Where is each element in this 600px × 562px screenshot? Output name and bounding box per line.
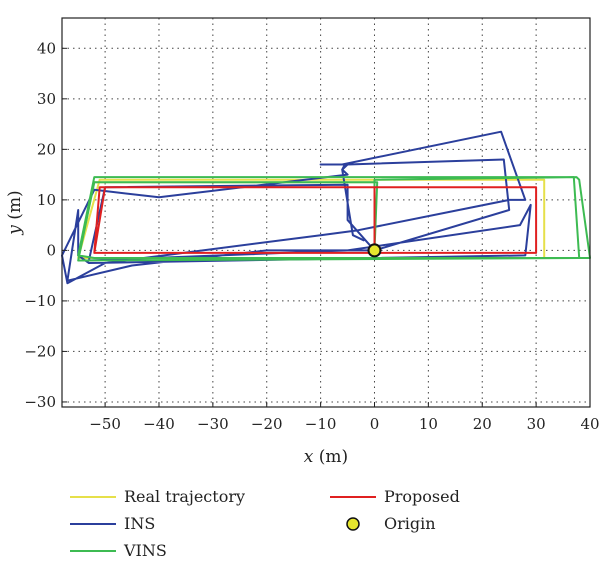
- legend-swatch-marker: [346, 517, 360, 531]
- x-tick-label: −50: [89, 415, 121, 433]
- y-tick-label: −20: [24, 342, 56, 360]
- y-axis-variable: y: [5, 225, 25, 236]
- x-tick-label: −40: [143, 415, 175, 433]
- legend-item: Origin: [346, 514, 436, 533]
- series-ins-line: [61, 130, 532, 285]
- legend-item: INS: [70, 514, 155, 533]
- x-tick-label: −30: [197, 415, 229, 433]
- y-tick-label: 20: [37, 140, 56, 158]
- y-tick-label: 10: [37, 191, 56, 209]
- origin-markers: [367, 243, 382, 258]
- y-tick-label: −30: [24, 393, 56, 411]
- y-tick-label: 0: [46, 241, 56, 259]
- y-axis-title: y (m): [5, 190, 25, 235]
- legend-item: VINS: [70, 541, 167, 560]
- x-axis-variable: x: [304, 447, 314, 467]
- legend-label: VINS: [123, 541, 167, 560]
- x-tick-label: 40: [580, 415, 599, 433]
- legend-label: Proposed: [384, 487, 460, 506]
- legend-item: Real trajectory: [70, 487, 245, 506]
- legend-label: Real trajectory: [124, 487, 245, 506]
- legend: Real trajectory INS VINS Proposed Origin: [70, 487, 460, 560]
- x-tick-label: 30: [527, 415, 546, 433]
- legend-label: Origin: [384, 514, 436, 533]
- legend-label: INS: [124, 514, 155, 533]
- y-tick-label: 30: [37, 90, 56, 108]
- x-tick-label: −10: [305, 415, 337, 433]
- axis-ticks: −50 −40 −30 −20 −10 0 10 20 30 40 −30 −20 −10 0 10 20 30…: [24, 39, 599, 433]
- y-axis-unit: (m): [5, 190, 25, 225]
- series-real-trajectory-line: [77, 178, 546, 259]
- series-proposed-line: [93, 186, 538, 254]
- plot-area-frame: [61, 17, 591, 408]
- series-lines: [61, 130, 591, 285]
- x-tick-label: 20: [473, 415, 492, 433]
- x-axis-unit: (m): [313, 447, 348, 467]
- legend-item: Proposed: [330, 487, 460, 506]
- grid-lines: [62, 18, 591, 407]
- x-tick-label: 0: [370, 415, 380, 433]
- y-tick-label: 40: [37, 39, 56, 57]
- x-tick-label: 10: [419, 415, 438, 433]
- x-axis-title: x (m): [304, 447, 348, 467]
- x-tick-label: −20: [251, 415, 283, 433]
- series-vins-line: [77, 176, 591, 262]
- origin-marker: [367, 243, 382, 258]
- y-tick-label: −10: [24, 292, 56, 310]
